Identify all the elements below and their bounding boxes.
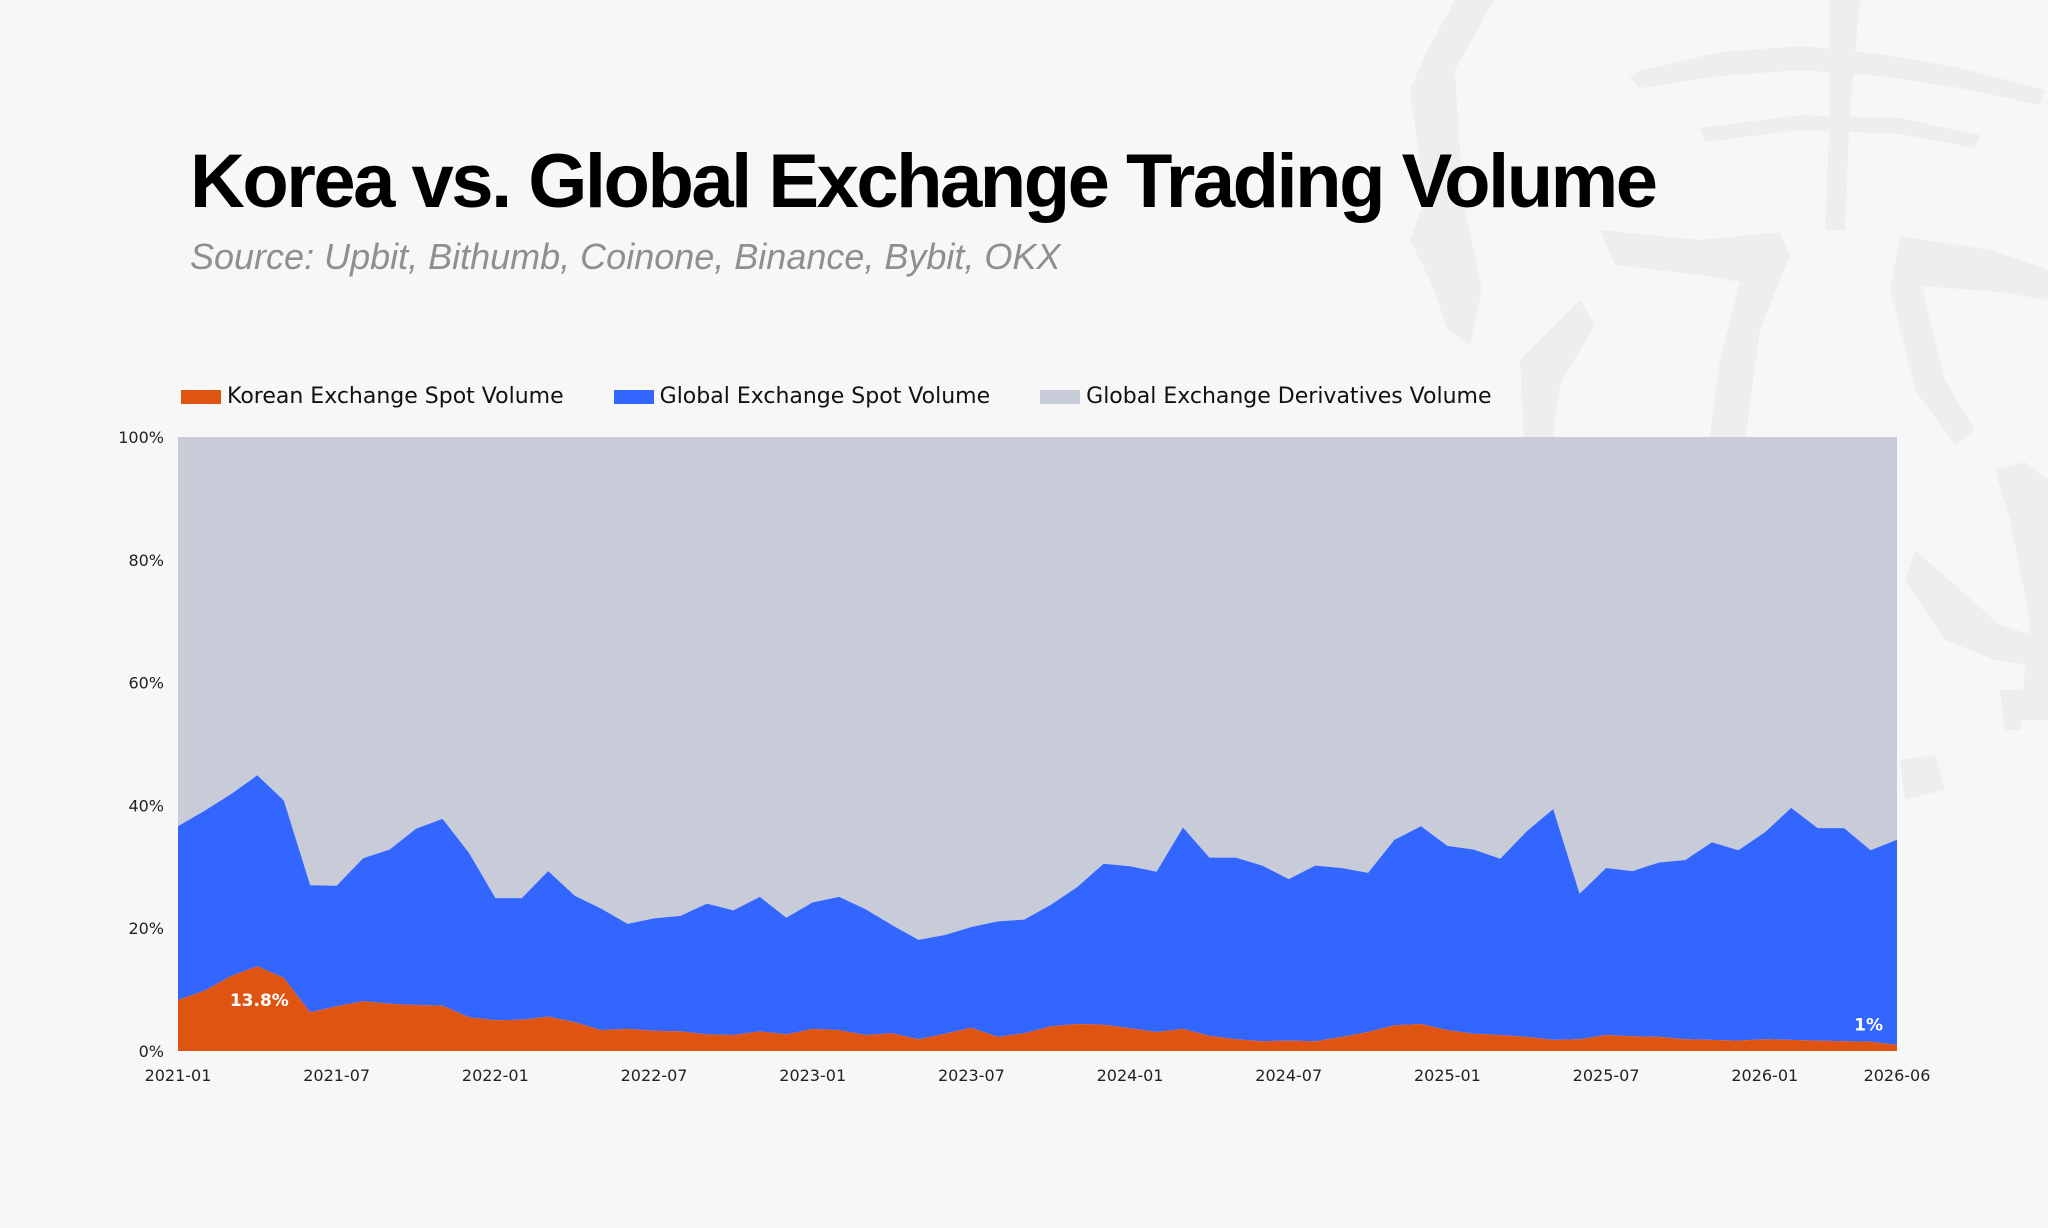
y-tick-label: 60%: [128, 674, 164, 693]
data-label: 1%: [1854, 1016, 1883, 1036]
legend-item-global-spot: Global Exchange Spot Volume: [613, 384, 991, 409]
legend-label-global-derivatives: Global Exchange Derivatives Volume: [1086, 384, 1492, 409]
x-tick-label: 2025-01: [1414, 1066, 1481, 1085]
legend-swatch-korean-spot: [181, 389, 221, 404]
x-tick-label: 2026-06: [1864, 1066, 1931, 1085]
legend-swatch-global-spot: [613, 389, 654, 404]
x-tick-label: 2021-01: [145, 1066, 212, 1085]
x-tick-label: 2023-07: [938, 1066, 1005, 1085]
chart-title: Korea vs. Global Exchange Trading Volume: [190, 139, 1658, 224]
y-tick-label: 80%: [128, 551, 164, 570]
chart-subtitle: Source: Upbit, Bithumb, Coinone, Binance…: [190, 236, 1061, 277]
x-tick-label: 2021-07: [303, 1066, 370, 1085]
data-label: 13.8%: [230, 991, 289, 1011]
y-tick-label: 100%: [118, 428, 164, 447]
x-tick-label: 2024-01: [1097, 1066, 1164, 1085]
x-tick-label: 2022-07: [621, 1066, 688, 1085]
x-tick-label: 2025-07: [1573, 1066, 1640, 1085]
y-tick-label: 0%: [139, 1042, 164, 1061]
legend-swatch-global-derivatives: [1040, 389, 1081, 404]
legend-item-global-derivatives: Global Exchange Derivatives Volume: [1040, 384, 1492, 409]
legend-label-korean-spot: Korean Exchange Spot Volume: [227, 384, 564, 409]
y-tick-label: 40%: [128, 796, 164, 815]
legend-item-korean-spot: Korean Exchange Spot Volume: [181, 384, 564, 409]
area-series-global-derivatives: [178, 437, 1897, 940]
x-tick-label: 2022-01: [462, 1066, 529, 1085]
legend-label-global-spot: Global Exchange Spot Volume: [659, 384, 991, 409]
area-series-global-spot: [178, 775, 1897, 1045]
area-series-korean-spot: [178, 966, 1897, 1051]
x-tick-label: 2024-07: [1255, 1066, 1322, 1085]
y-tick-label: 20%: [128, 919, 164, 938]
x-tick-label: 2026-01: [1731, 1066, 1798, 1085]
chart-legend: Korean Exchange Spot Volume Global Excha…: [181, 384, 1542, 409]
x-tick-label: 2023-01: [779, 1066, 846, 1085]
